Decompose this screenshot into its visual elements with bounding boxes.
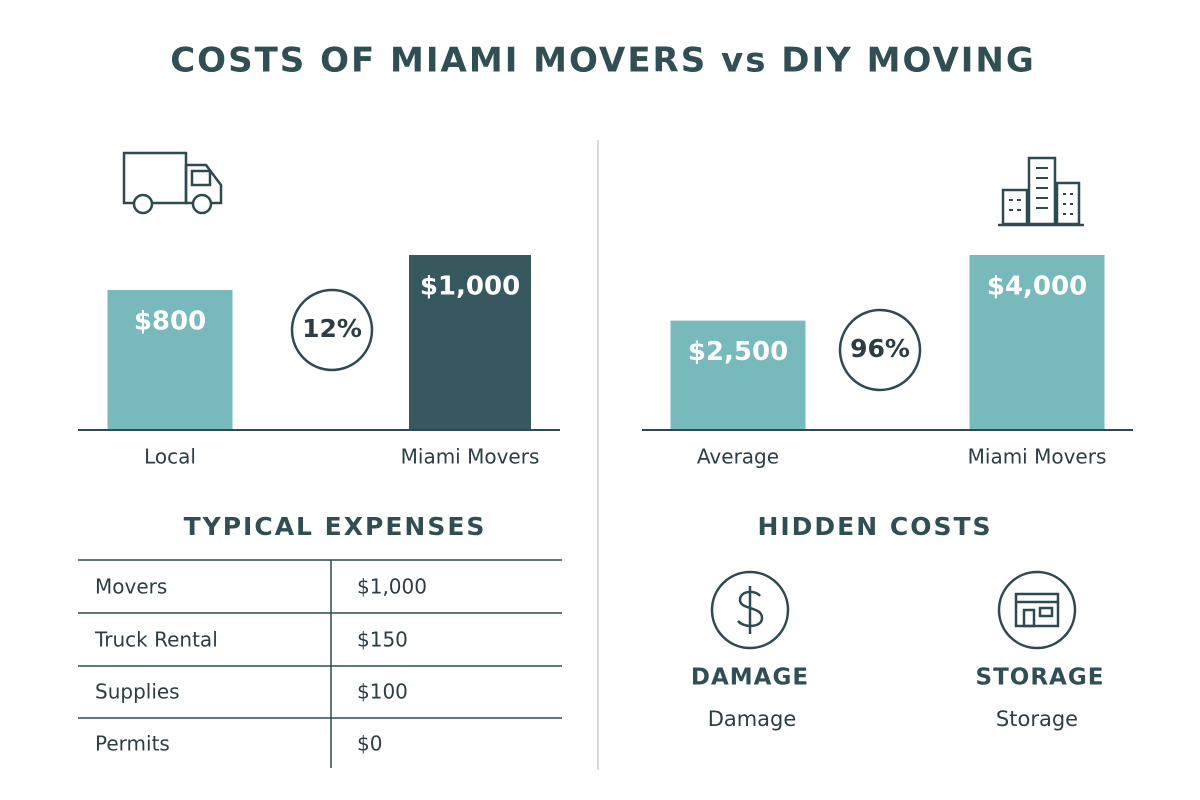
table-cell: $150 (357, 628, 408, 652)
category-label: Average (697, 445, 779, 469)
bar (969, 255, 1105, 430)
value-label: $2,500 (688, 337, 788, 367)
table-cell: Supplies (95, 680, 180, 704)
badge-circle (290, 288, 374, 372)
category-label: Miami Movers (401, 445, 540, 469)
page-title: COSTS OF MIAMI MOVERS vs DIY MOVING (170, 41, 1036, 81)
hidden-costs-title: HIDDEN COSTS (757, 512, 992, 541)
table-cell: Permits (95, 732, 170, 756)
item-label: Storage (996, 707, 1078, 731)
damage-icon (710, 570, 790, 650)
table-cell: $1,000 (357, 575, 427, 599)
table-title: TYPICAL EXPENSES (184, 512, 487, 541)
item-heading: STORAGE (976, 665, 1105, 691)
table-grid (78, 559, 562, 768)
table-cell: $100 (357, 680, 408, 704)
badge-circle (838, 308, 922, 392)
buildings-icon (998, 156, 1084, 227)
value-label: $1,000 (420, 272, 520, 302)
value-label: $4,000 (987, 272, 1087, 302)
badge-text: 12% (302, 314, 362, 343)
item-heading: DAMAGE (691, 665, 809, 691)
category-label: Miami Movers (968, 445, 1107, 469)
table-cell: Movers (95, 575, 167, 599)
table-cell: $0 (357, 732, 382, 756)
bar (107, 290, 233, 430)
category-label: Local (144, 445, 196, 469)
bar (409, 255, 531, 430)
bar (670, 320, 806, 430)
storage-icon (997, 570, 1077, 650)
table-cell: Truck Rental (94, 628, 218, 652)
item-label: Damage (708, 707, 797, 731)
truck-icon (122, 151, 223, 215)
badge-text: 96% (850, 334, 910, 363)
value-label: $800 (134, 307, 206, 337)
